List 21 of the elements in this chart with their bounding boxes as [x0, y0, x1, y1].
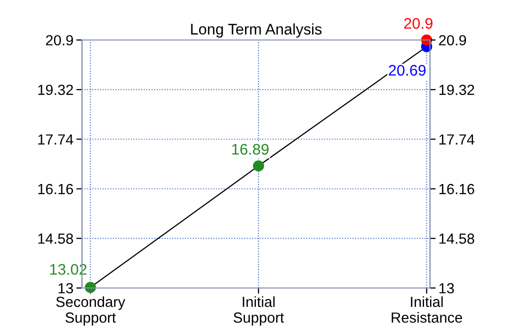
y-tick-label: 16.16 [38, 184, 74, 194]
x-tick-label: Initial Resistance [392, 296, 462, 323]
chart-title: Long Term Analysis [191, 23, 322, 38]
point [252, 160, 264, 172]
data-label: 16.89 [232, 144, 269, 155]
y-tick-label: 20.9 [46, 35, 73, 46]
y-tick-label: 17.74 [38, 134, 74, 144]
y2-tick-label: 13 [439, 283, 454, 294]
data-label: 20.69 [388, 64, 426, 76]
point [84, 282, 96, 293]
y2-tick-label: 20.9 [439, 35, 466, 46]
y-tick-label: 13 [58, 283, 74, 294]
y2-tick-label: 19.32 [439, 84, 474, 96]
y2-tick-label: 14.58 [439, 234, 474, 244]
y-tick-label: 14.58 [38, 234, 74, 244]
y2-tick-label: 17.74 [439, 134, 474, 144]
y-tick-label: 19.32 [38, 84, 73, 96]
data-label: 20.9 [404, 18, 432, 29]
x-tick-label: Initial Support [234, 296, 284, 326]
x-tick-label: Secondary Support [56, 296, 126, 326]
y2-tick-label: 16.16 [439, 184, 474, 194]
